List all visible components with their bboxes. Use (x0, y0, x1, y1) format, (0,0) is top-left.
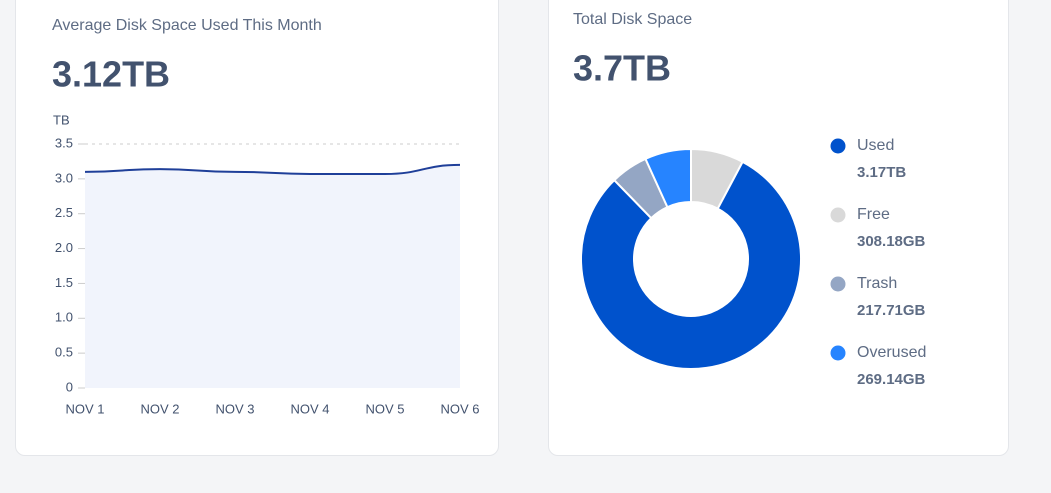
legend-dot (830, 276, 846, 292)
x-tick-label: NOV 2 (140, 401, 179, 416)
line (84, 163, 461, 175)
y-tick-label: 2.5 (55, 205, 73, 220)
y-tick-label: 2.0 (55, 240, 73, 255)
legend-label: Overused (857, 344, 926, 361)
legend-label: Used (857, 137, 894, 154)
legend-value: 217.71GB (857, 302, 926, 319)
y-tick-label: 3.5 (55, 135, 73, 150)
area (85, 164, 460, 388)
legend-value: 308.18GB (857, 233, 926, 250)
x-tick-label: NOV 1 (65, 401, 104, 416)
x-tick-label: NOV 5 (365, 401, 404, 416)
legend-dot (830, 345, 846, 361)
donut-slice (580, 160, 802, 370)
legend-dot (830, 207, 846, 223)
card-title: Total Disk Space (573, 11, 692, 28)
y-axis-label: TB (53, 112, 70, 127)
y-tick-label: 3.0 (55, 170, 73, 185)
card-title: Average Disk Space Used This Month (52, 17, 322, 34)
legend-value: 269.14GB (857, 371, 926, 388)
legend-label: Free (857, 206, 890, 223)
y-tick-label: 1.0 (55, 310, 73, 325)
legend-dot (830, 138, 846, 154)
y-tick-label: 0.5 (55, 345, 73, 360)
x-tick-label: NOV 6 (440, 401, 479, 416)
big-number: 3.7TB (573, 48, 671, 89)
donut-slice (644, 147, 692, 209)
x-tick-label: NOV 3 (215, 401, 254, 416)
legend-label: Trash (857, 275, 897, 292)
y-tick-label: 1.5 (55, 275, 73, 290)
big-number: 3.12TB (52, 54, 170, 95)
y-tick-label: 0 (66, 379, 73, 394)
x-tick-label: NOV 4 (290, 401, 329, 416)
legend-value: 3.17TB (857, 164, 906, 181)
